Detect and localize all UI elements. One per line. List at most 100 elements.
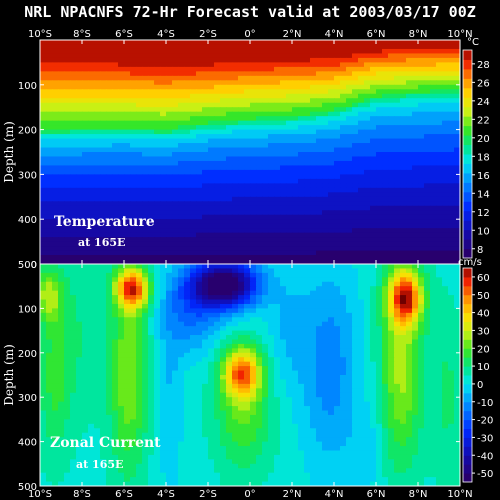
temperature-cell — [40, 214, 47, 220]
temperature-cell — [358, 169, 365, 175]
zonal-current-cell — [256, 317, 263, 323]
temperature-cell — [316, 44, 323, 50]
temperature-cell — [208, 107, 215, 113]
temperature-cell — [310, 250, 317, 256]
temperature-cell — [310, 102, 317, 108]
temperature-cell — [388, 40, 395, 46]
temperature-cell — [418, 98, 425, 104]
temperature-cell — [40, 165, 47, 171]
temperature-cell — [112, 80, 119, 86]
temperature-cell — [220, 246, 227, 252]
temperature-cell — [142, 102, 149, 108]
zonal-current-cell — [196, 290, 203, 296]
temperature-cell — [190, 187, 197, 193]
temperature-cell — [166, 160, 173, 167]
temperature-cell — [160, 143, 167, 149]
zonal-current-cell — [196, 277, 203, 283]
zonal-current-cell — [400, 343, 407, 349]
temperature-cell — [328, 201, 335, 207]
temperature-cell — [268, 125, 275, 131]
temperature-cell — [268, 196, 275, 202]
temperature-cell — [148, 102, 155, 108]
temperature-cell — [334, 160, 341, 167]
temperature-cell — [184, 228, 191, 234]
temperature-cell — [292, 169, 299, 175]
zonal-current-cell — [76, 339, 83, 345]
temperature-cell — [400, 156, 407, 162]
zonal-current-cell — [328, 321, 335, 327]
temperature-cell — [394, 138, 401, 144]
zonal-current-cell — [244, 312, 251, 318]
temperature-cell — [172, 129, 179, 135]
temperature-cell — [304, 210, 311, 216]
temperature-cell — [274, 147, 281, 153]
temperature-cell — [274, 259, 281, 264]
zonal-current-cell — [262, 264, 269, 270]
temperature-cell — [226, 205, 233, 211]
temperature-cell — [394, 210, 401, 216]
temperature-cell — [298, 93, 305, 99]
temperature-cell — [40, 169, 47, 175]
temperature-cell — [442, 228, 449, 234]
temperature-cell — [322, 250, 329, 256]
temperature-cell — [190, 156, 197, 162]
temperature-cell — [76, 44, 83, 50]
temperature-cell — [406, 210, 413, 216]
temperature-cell — [154, 143, 161, 149]
temperature-cell — [100, 62, 107, 68]
temperature-cell — [226, 147, 233, 153]
zonal-current-cell — [190, 339, 197, 345]
temperature-cell — [136, 147, 143, 153]
temperature-cell — [256, 165, 263, 171]
zonal-current-cell — [220, 295, 227, 301]
temperature-cell — [406, 66, 413, 72]
zonal-current-cell — [196, 286, 203, 292]
temperature-cell — [268, 178, 275, 184]
temperature-cell — [364, 201, 371, 207]
temperature-cell — [196, 183, 203, 189]
temperature-xtick-label: 2°N — [283, 29, 302, 40]
zonal-current-cell — [166, 348, 173, 354]
temperature-cell — [112, 228, 119, 234]
temperature-cell — [106, 178, 113, 184]
temperature-cell — [100, 156, 107, 162]
zonal-current-cell — [244, 295, 251, 301]
temperature-cell — [298, 53, 305, 59]
temperature-cell — [154, 80, 161, 86]
temperature-cell — [412, 75, 419, 81]
temperature-cell — [118, 183, 125, 189]
zonal-current-cell — [232, 339, 239, 345]
temperature-cell — [214, 201, 221, 207]
temperature-cell — [388, 89, 395, 95]
zonal-current-cell — [172, 343, 179, 349]
temperature-cell — [118, 174, 125, 180]
zonal-current-cell — [172, 303, 179, 309]
temperature-cell — [280, 84, 287, 90]
temperature-cell — [352, 98, 359, 104]
zonal-current-cell — [454, 343, 460, 349]
temperature-cell — [340, 48, 347, 55]
temperature-cell — [244, 219, 251, 225]
zonal-current-cell — [316, 277, 323, 283]
temperature-cell — [262, 147, 269, 153]
temperature-cell — [214, 66, 221, 72]
temperature-cell — [106, 89, 113, 95]
temperature-cell — [430, 214, 437, 220]
zonal-current-cell — [82, 326, 89, 332]
temperature-cell — [106, 259, 113, 264]
temperature-cell — [88, 192, 95, 198]
zonal-current-cell — [112, 295, 119, 301]
temperature-cell — [112, 169, 119, 175]
temperature-cell — [40, 147, 47, 153]
zonal-current-cell — [442, 299, 449, 305]
temperature-cell — [268, 237, 275, 243]
temperature-cell — [238, 98, 245, 104]
temperature-cell — [388, 125, 395, 131]
zonal-current-cell — [52, 317, 59, 323]
zonal-current-cell — [298, 348, 305, 354]
temperature-cell — [160, 138, 167, 144]
temperature-cell — [196, 255, 203, 261]
temperature-cell — [376, 178, 383, 184]
zonal-current-cell — [370, 335, 377, 341]
zonal-current-cell — [118, 335, 125, 341]
